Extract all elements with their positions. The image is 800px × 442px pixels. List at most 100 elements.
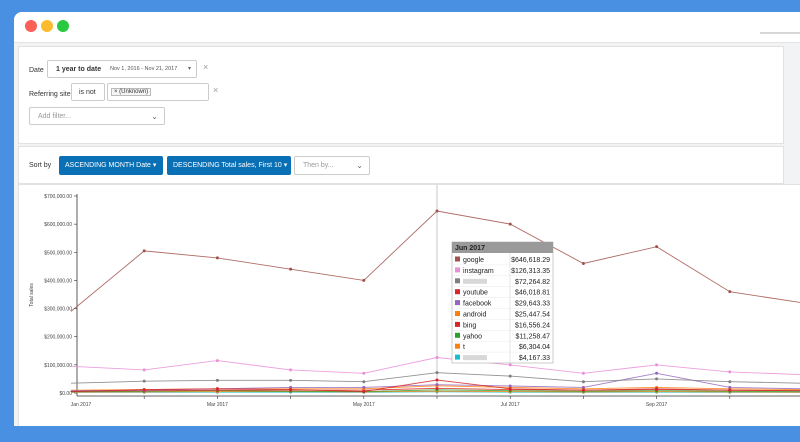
referring-operator-dropdown[interactable]: is not	[71, 83, 105, 101]
data-point	[728, 370, 732, 374]
series-line	[70, 357, 800, 376]
tooltip-series-name: facebook	[463, 301, 492, 308]
data-point	[508, 374, 512, 378]
data-point	[581, 262, 585, 266]
tooltip-swatch	[455, 343, 460, 349]
tooltip-title: Jun 2017	[455, 245, 485, 252]
tooltip-swatch	[455, 321, 460, 327]
referring-value-input[interactable]: × (Unknown)	[107, 83, 209, 101]
tooltip-series-name: yahoo	[463, 333, 482, 340]
data-point	[581, 388, 585, 392]
data-point	[289, 385, 293, 389]
data-point	[728, 385, 732, 389]
tooltip-series-name: bing	[463, 322, 476, 329]
x-tick-label: Jan 2017	[71, 402, 92, 408]
tooltip-swatch	[455, 311, 460, 316]
y-tick-label: $100,000.00	[44, 363, 72, 369]
data-point	[508, 384, 512, 388]
data-point	[142, 368, 146, 372]
data-point	[142, 249, 146, 253]
close-icon[interactable]: ×	[203, 62, 209, 72]
data-point	[289, 267, 293, 271]
close-window-button[interactable]	[25, 20, 37, 32]
tooltip-value: $126,313.35	[511, 268, 550, 275]
app-window: Date 1 year to date Nov 1, 2016 - Nov 21…	[14, 12, 800, 442]
x-tick-label: Jul 2017	[501, 402, 520, 408]
data-point	[655, 377, 659, 381]
y-tick-label: $400,000.00	[44, 278, 72, 284]
data-point	[362, 278, 366, 282]
minimize-window-button[interactable]	[41, 20, 53, 32]
chevron-down-icon: ⌄	[356, 161, 363, 170]
data-point	[435, 386, 439, 390]
add-filter-dropdown[interactable]: Add filter... ⌄	[29, 107, 165, 125]
titlebar-divider	[760, 32, 800, 34]
data-point	[581, 380, 585, 384]
data-point	[215, 359, 219, 363]
x-tick-label: Sep 2017	[646, 402, 668, 408]
referring-site-label: Referring site	[29, 91, 71, 98]
y-axis-label: Total sales	[29, 283, 35, 307]
data-point	[215, 378, 219, 382]
tooltip-swatch	[455, 332, 460, 338]
data-point	[435, 383, 439, 387]
tooltip-value: $72,264.82	[515, 279, 550, 286]
data-point	[289, 368, 293, 372]
tooltip-swatch	[455, 267, 460, 273]
data-point	[728, 380, 732, 384]
tooltip-swatch	[455, 278, 460, 284]
data-point	[581, 385, 585, 389]
tooltip-swatch	[455, 289, 460, 295]
chevron-down-icon: ▾	[283, 162, 288, 169]
data-point	[289, 378, 293, 382]
sort-panel: Sort by ASCENDING MONTH Date ▾ DESCENDIN…	[18, 146, 784, 184]
tooltip-value: $6,304.04	[519, 344, 550, 351]
maximize-window-button[interactable]	[57, 20, 69, 32]
tooltip-header	[452, 242, 553, 253]
data-point	[655, 387, 659, 391]
line-chart[interactable]: $700,000.00 $600,000.00 $500,000.00 $400,00…	[19, 185, 800, 431]
close-icon[interactable]: ×	[213, 85, 219, 95]
data-point	[142, 388, 146, 392]
title-bar	[14, 12, 800, 43]
unknown-token[interactable]: × (Unknown)	[111, 88, 152, 96]
tooltip-value: $25,447.54	[515, 312, 550, 319]
data-point	[728, 290, 732, 294]
series-line	[70, 210, 800, 312]
data-point	[435, 371, 439, 375]
sort-second-label: DESCENDING Total sales, First 10	[173, 162, 282, 169]
tooltip-redacted-name	[463, 278, 487, 284]
sort-then-dropdown[interactable]: Then by... ⌄	[294, 156, 370, 175]
sort-second-button[interactable]: DESCENDING Total sales, First 10 ▾	[167, 156, 291, 175]
tooltip-series-name: youtube	[463, 290, 488, 297]
tooltip-value: $29,643.33	[515, 301, 550, 308]
tooltip-series-name: instagram	[463, 268, 494, 275]
data-point	[142, 379, 146, 383]
sort-first-button[interactable]: ASCENDING MONTH Date ▾	[59, 156, 163, 175]
data-point	[508, 363, 512, 367]
sort-first-label: ASCENDING MONTH Date	[65, 162, 151, 169]
data-point	[362, 390, 366, 394]
sort-by-label: Sort by	[29, 162, 52, 169]
date-filter-label: Date	[29, 67, 44, 74]
data-point	[362, 385, 366, 389]
date-filter-dropdown[interactable]: 1 year to date Nov 1, 2016 - Nov 21, 201…	[47, 60, 197, 78]
data-point	[508, 387, 512, 391]
tooltip-value: $646,618.29	[511, 257, 550, 264]
y-tick-label: $0.00	[59, 391, 72, 397]
y-tick-label: $200,000.00	[44, 335, 72, 341]
y-tick-label: $300,000.00	[44, 307, 72, 313]
data-point	[728, 388, 732, 392]
tooltip-series-name: google	[463, 257, 484, 264]
data-point	[362, 380, 366, 384]
chevron-down-icon: ⌄	[151, 112, 158, 121]
tooltip-swatch	[455, 300, 460, 306]
sort-then-placeholder: Then by...	[303, 162, 334, 169]
referring-operator-value: is not	[79, 89, 96, 96]
data-point	[289, 388, 293, 392]
data-point	[435, 355, 439, 359]
y-tick-label: $700,000.00	[44, 194, 72, 200]
tooltip-swatch	[455, 354, 460, 360]
tooltip-series-name: t	[463, 344, 465, 351]
data-point	[655, 363, 659, 367]
